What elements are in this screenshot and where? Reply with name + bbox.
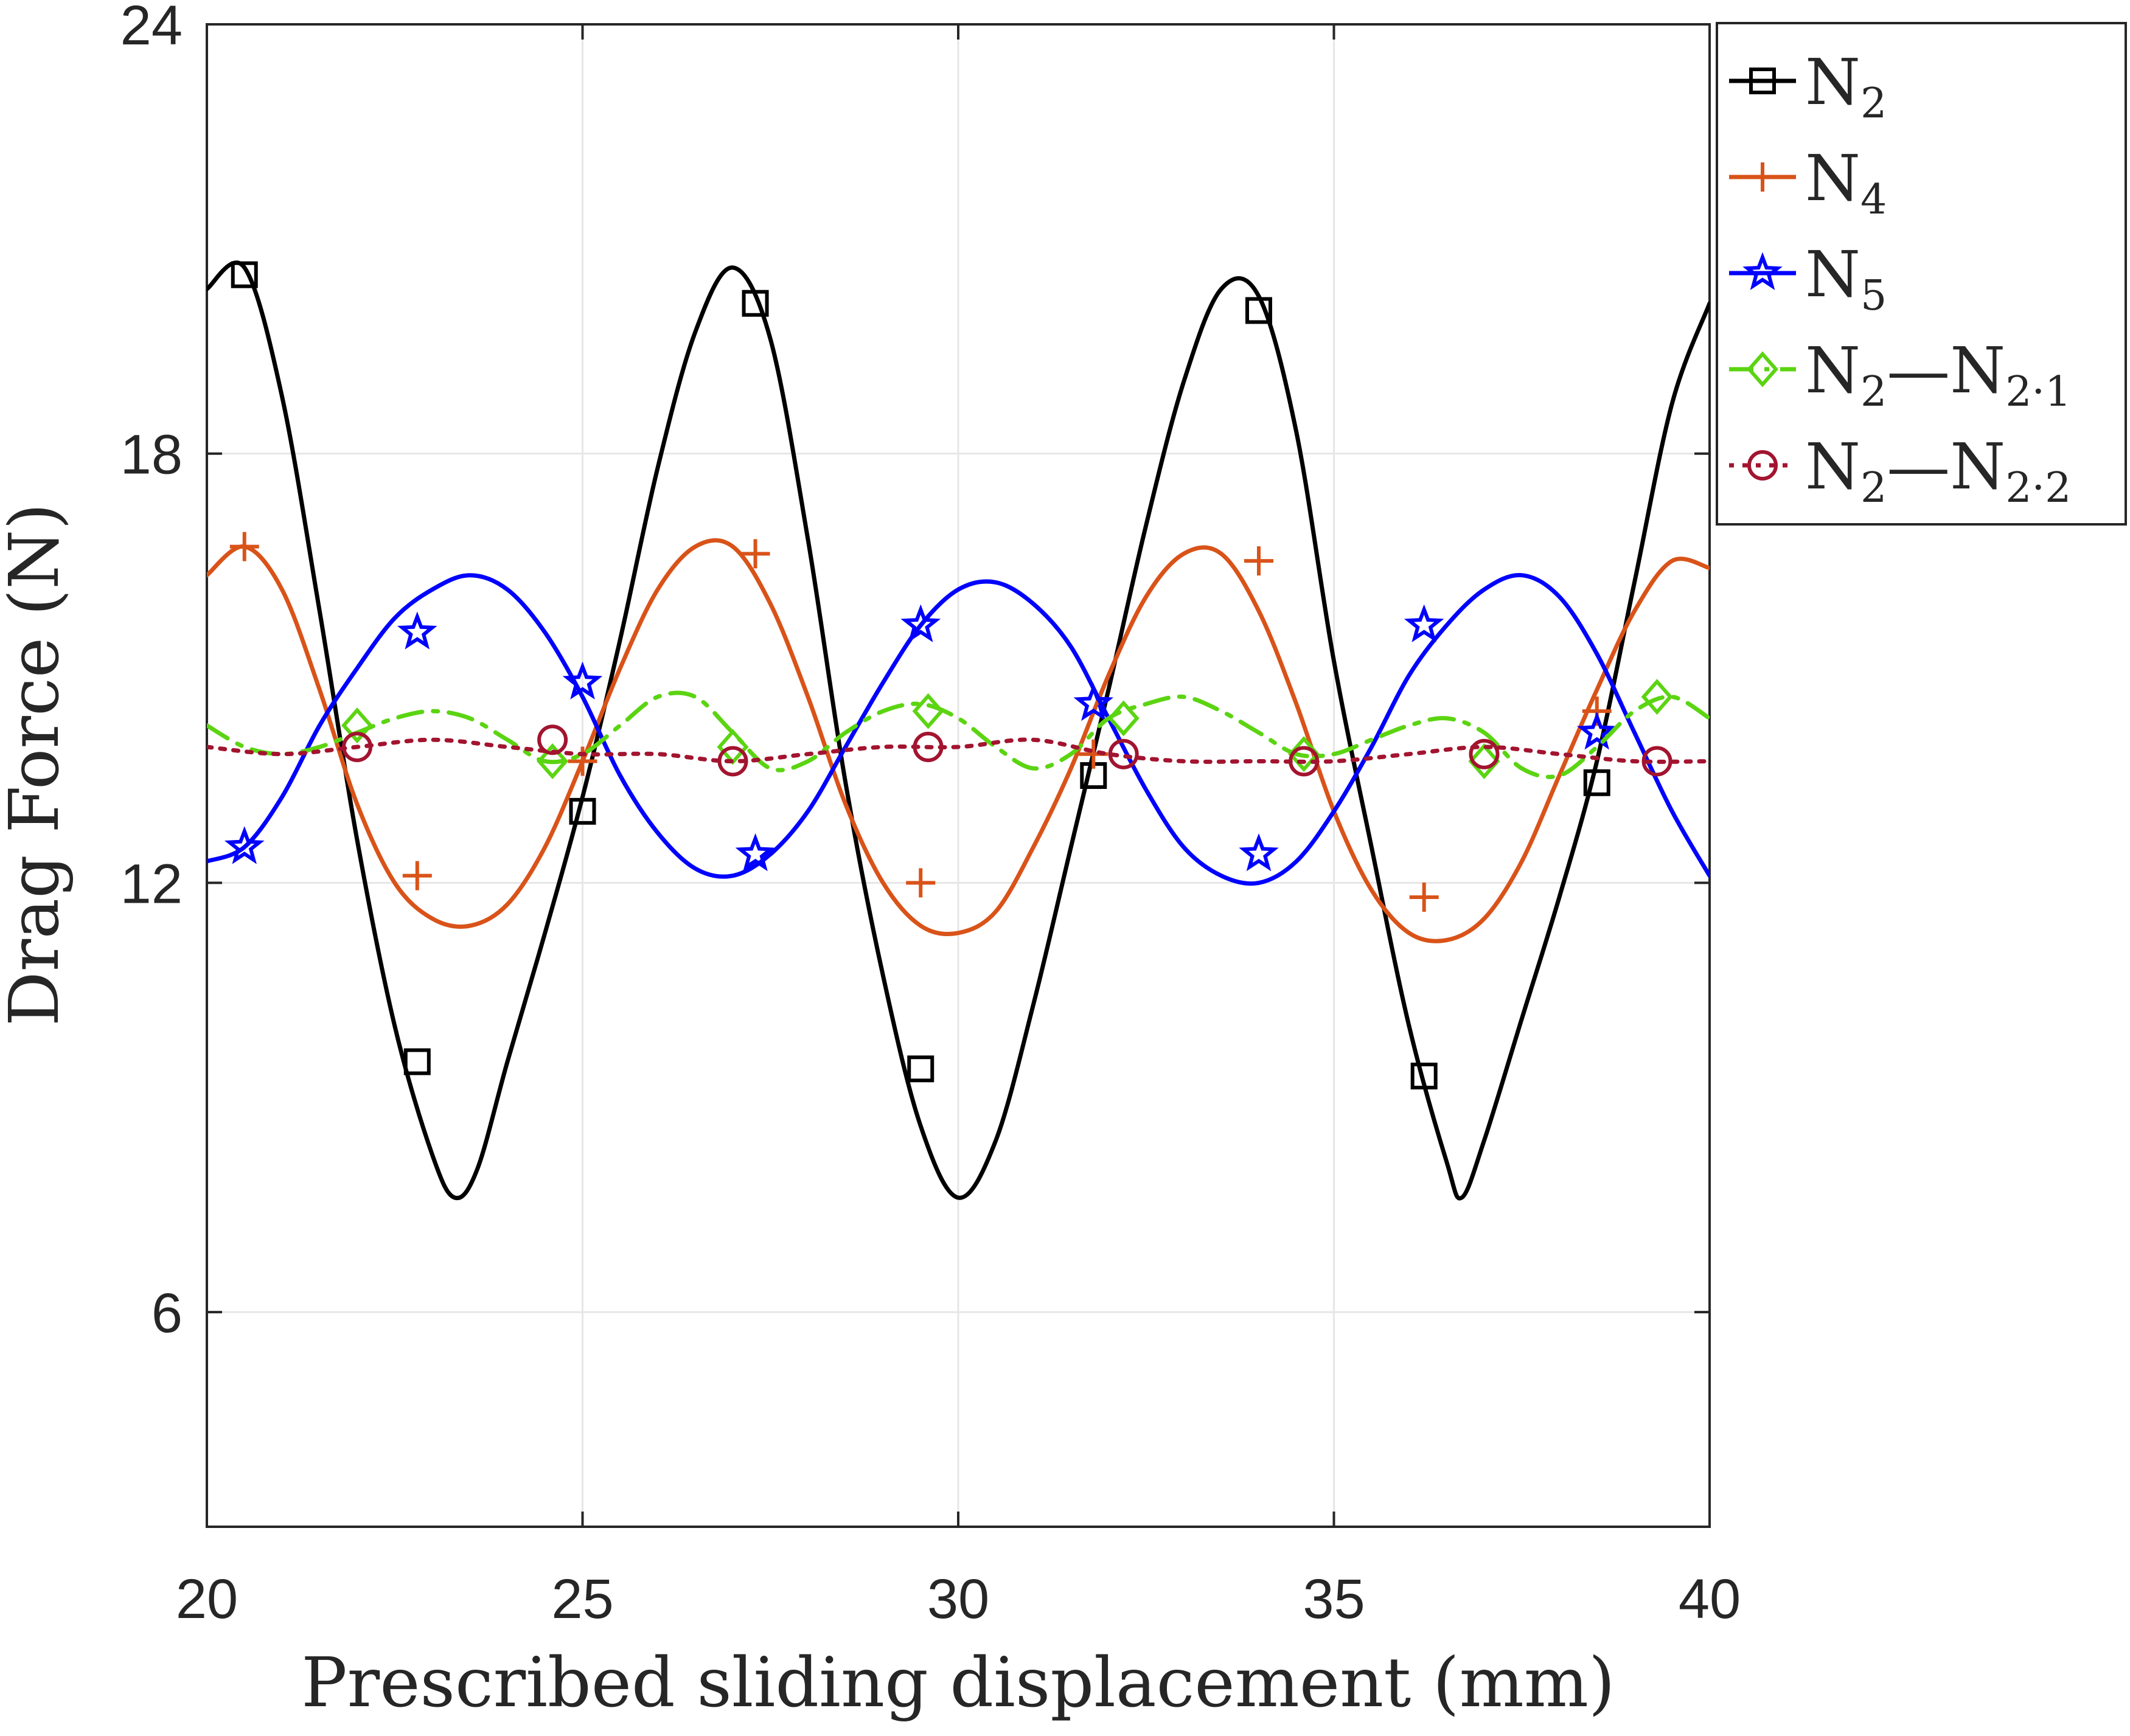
series-3-marker-4 bbox=[735, 833, 776, 872]
series-3-marker-1 bbox=[224, 826, 265, 864]
series-2-marker-8 bbox=[1409, 882, 1439, 912]
series-5-marker-2 bbox=[537, 724, 568, 755]
legend-swatch-marker-4 bbox=[1747, 351, 1778, 387]
legend-label-sub-4: 2 bbox=[1860, 368, 1887, 416]
legend-label-main-3: N bbox=[1805, 237, 1860, 311]
x-tick-label-20: 20 bbox=[176, 1568, 238, 1630]
legend-label-sub-2: 4 bbox=[1860, 176, 1887, 224]
legend-label-sub-1: 2 bbox=[1860, 80, 1887, 128]
series-line-3 bbox=[207, 573, 1710, 886]
legend-swatch-marker-2 bbox=[1748, 162, 1777, 192]
legend-label-4: N2—N2·1 bbox=[1805, 333, 2071, 416]
legend-label-2: N4 bbox=[1805, 141, 1887, 224]
x-tick-label-25: 25 bbox=[551, 1568, 613, 1630]
series-5 bbox=[207, 724, 1710, 777]
series-1-marker-5 bbox=[907, 1055, 934, 1083]
legend-label-3: N5 bbox=[1805, 237, 1887, 320]
series-3-marker-9 bbox=[1576, 711, 1617, 750]
series-1-marker-8 bbox=[1410, 1063, 1438, 1089]
series-4-marker-5 bbox=[1107, 700, 1140, 737]
tick-layer: 20 25 30 35 40 6 12 18 24 bbox=[120, 0, 1741, 1630]
legend-item-3: N5 bbox=[1729, 237, 1887, 320]
legend-swatch-marker-5 bbox=[1747, 450, 1778, 481]
series-5-marker-5 bbox=[1108, 738, 1139, 769]
x-tick-label-35: 35 bbox=[1303, 1568, 1365, 1630]
series-3-marker-8 bbox=[1404, 604, 1444, 642]
legend-label-5: N2—N2·2 bbox=[1805, 429, 2071, 512]
series-line-1 bbox=[207, 260, 1710, 1201]
x-tick-label-40: 40 bbox=[1679, 1568, 1741, 1630]
series-3-marker-5 bbox=[900, 604, 941, 642]
series-2-marker-1 bbox=[229, 532, 259, 561]
series-1-marker-7 bbox=[1245, 297, 1272, 324]
series-2-marker-2 bbox=[402, 861, 432, 891]
series-line-4 bbox=[207, 690, 1710, 779]
legend-label-main-4: N bbox=[1805, 333, 1860, 408]
legend-label-sub-3: 5 bbox=[1860, 272, 1887, 320]
series-2-marker-7 bbox=[1244, 546, 1273, 576]
series-1-marker-4 bbox=[742, 290, 769, 317]
y-tick-label-24: 24 bbox=[120, 0, 183, 57]
legend-label-1: N2 bbox=[1805, 45, 1887, 128]
legend-label-tail-5: —N bbox=[1887, 429, 2005, 504]
y-tick-label-6: 6 bbox=[151, 1282, 183, 1344]
series-5-marker-6 bbox=[1289, 746, 1320, 777]
series-4-marker-2 bbox=[537, 743, 569, 780]
series-3-marker-2 bbox=[397, 611, 437, 650]
series-2-marker-4 bbox=[740, 539, 770, 569]
series-4-marker-7 bbox=[1468, 743, 1500, 780]
legend-item-1: N2 bbox=[1729, 45, 1887, 128]
legend-swatch-marker-1 bbox=[1749, 68, 1776, 94]
series-5-marker-7 bbox=[1469, 738, 1500, 769]
y-axis-title: Drag Force (N) bbox=[0, 503, 74, 1026]
legend-label-tail-4: —N bbox=[1887, 333, 2005, 408]
y-tick-label-18: 18 bbox=[120, 424, 183, 486]
series-4-marker-4 bbox=[912, 693, 944, 729]
series-1-marker-3 bbox=[569, 797, 596, 825]
series-5-marker-3 bbox=[717, 746, 748, 777]
series-2-marker-5 bbox=[906, 868, 936, 898]
legend-item-2: N4 bbox=[1729, 141, 1887, 224]
legend-label-main-2: N bbox=[1805, 141, 1860, 215]
series-1-marker-2 bbox=[403, 1048, 431, 1075]
series-2 bbox=[207, 532, 1710, 943]
series-4-marker-1 bbox=[341, 707, 373, 744]
series-3 bbox=[207, 573, 1710, 886]
series-1-marker-9 bbox=[1583, 769, 1610, 796]
series-line-5 bbox=[207, 737, 1710, 764]
series-layer bbox=[207, 260, 1710, 1201]
legend-label-main-5: N bbox=[1805, 429, 1860, 504]
x-axis-title: Prescribed sliding displacement (mm) bbox=[301, 1644, 1615, 1723]
series-5-marker-8 bbox=[1641, 746, 1672, 777]
series-1-marker-1 bbox=[231, 261, 258, 288]
series-5-marker-1 bbox=[342, 731, 372, 762]
series-4 bbox=[207, 679, 1710, 780]
legend-item-5: N2—N2·2 bbox=[1729, 429, 2071, 512]
series-5-marker-4 bbox=[913, 731, 944, 762]
series-3-marker-7 bbox=[1239, 833, 1279, 872]
series-2-marker-3 bbox=[568, 746, 597, 776]
legend-label-tail-sub-5: 2·2 bbox=[2005, 464, 2071, 512]
series-3-marker-6 bbox=[1073, 682, 1114, 721]
legend-label-sub-5: 2 bbox=[1860, 464, 1887, 512]
series-4-marker-8 bbox=[1641, 679, 1673, 715]
legend-item-4: N2—N2·1 bbox=[1729, 333, 2071, 416]
legend-label-tail-sub-4: 2·1 bbox=[2005, 368, 2071, 416]
legend-label-main-1: N bbox=[1805, 45, 1860, 119]
y-tick-label-12: 12 bbox=[120, 853, 183, 915]
series-line-2 bbox=[207, 538, 1710, 943]
series-3-marker-3 bbox=[562, 661, 603, 700]
legend-swatch-marker-3 bbox=[1742, 252, 1783, 290]
x-tick-label-30: 30 bbox=[927, 1568, 989, 1630]
